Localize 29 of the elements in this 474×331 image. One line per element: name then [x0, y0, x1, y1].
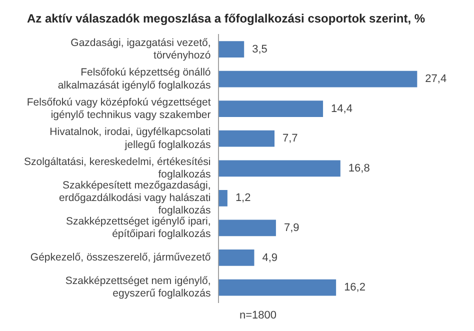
data-label: 14,4	[331, 102, 352, 115]
data-label: 27,4	[425, 73, 447, 86]
bar	[218, 250, 254, 266]
y-tick-label: Szolgáltatási, kereskedelmi, értékesítési foglalkozás	[24, 156, 211, 181]
y-tick-label: Gépkezelő, összeszerelő, járművezető	[30, 252, 211, 264]
chart-title: Az aktív válaszadók megoszlása a főfoglalkozási csoportok szerint, %	[26, 12, 426, 26]
data-label: 3,5	[252, 43, 268, 56]
bar	[218, 160, 340, 177]
data-label: 16,8	[348, 162, 370, 174]
data-label: 7,7	[282, 132, 298, 145]
data-label: 7,9	[284, 222, 300, 234]
y-tick-label: Hivatalnok, irodai, ügyfélkapcsolati jellegű foglalkozás	[50, 126, 211, 151]
text: n=1800	[239, 310, 277, 322]
bar	[218, 130, 275, 147]
bar	[218, 190, 228, 206]
y-tick-label: Szakképzettséget nem igénylő, egyszerű foglalkozás	[65, 275, 211, 300]
bar	[218, 41, 244, 58]
data-label: 4,9	[262, 252, 278, 264]
y-tick-label: Szakképzettséget igénylő ipari, építőipari foglalkozás	[66, 216, 211, 240]
data-label: 1,2	[235, 192, 251, 204]
y-tick-label: Felsőfokú vagy középfokú végzettséget igénylő technikus vagy szakember	[26, 96, 212, 122]
bar	[218, 220, 276, 236]
y-tick-label: Felsőfokú képzettség önálló alkalmazását igénylő foglalkozás	[58, 66, 211, 92]
data-label: 16,2	[344, 282, 366, 294]
y-tick-label: Szakképesített mezőgazdasági, erdőgazdálkodási vagy halászati foglalkozás	[58, 179, 211, 217]
bar	[218, 100, 324, 118]
bar	[218, 70, 418, 88]
y-tick-label: Gazdasági, igazgatási vezető, törvényhozó	[70, 36, 211, 62]
bar	[218, 279, 336, 296]
